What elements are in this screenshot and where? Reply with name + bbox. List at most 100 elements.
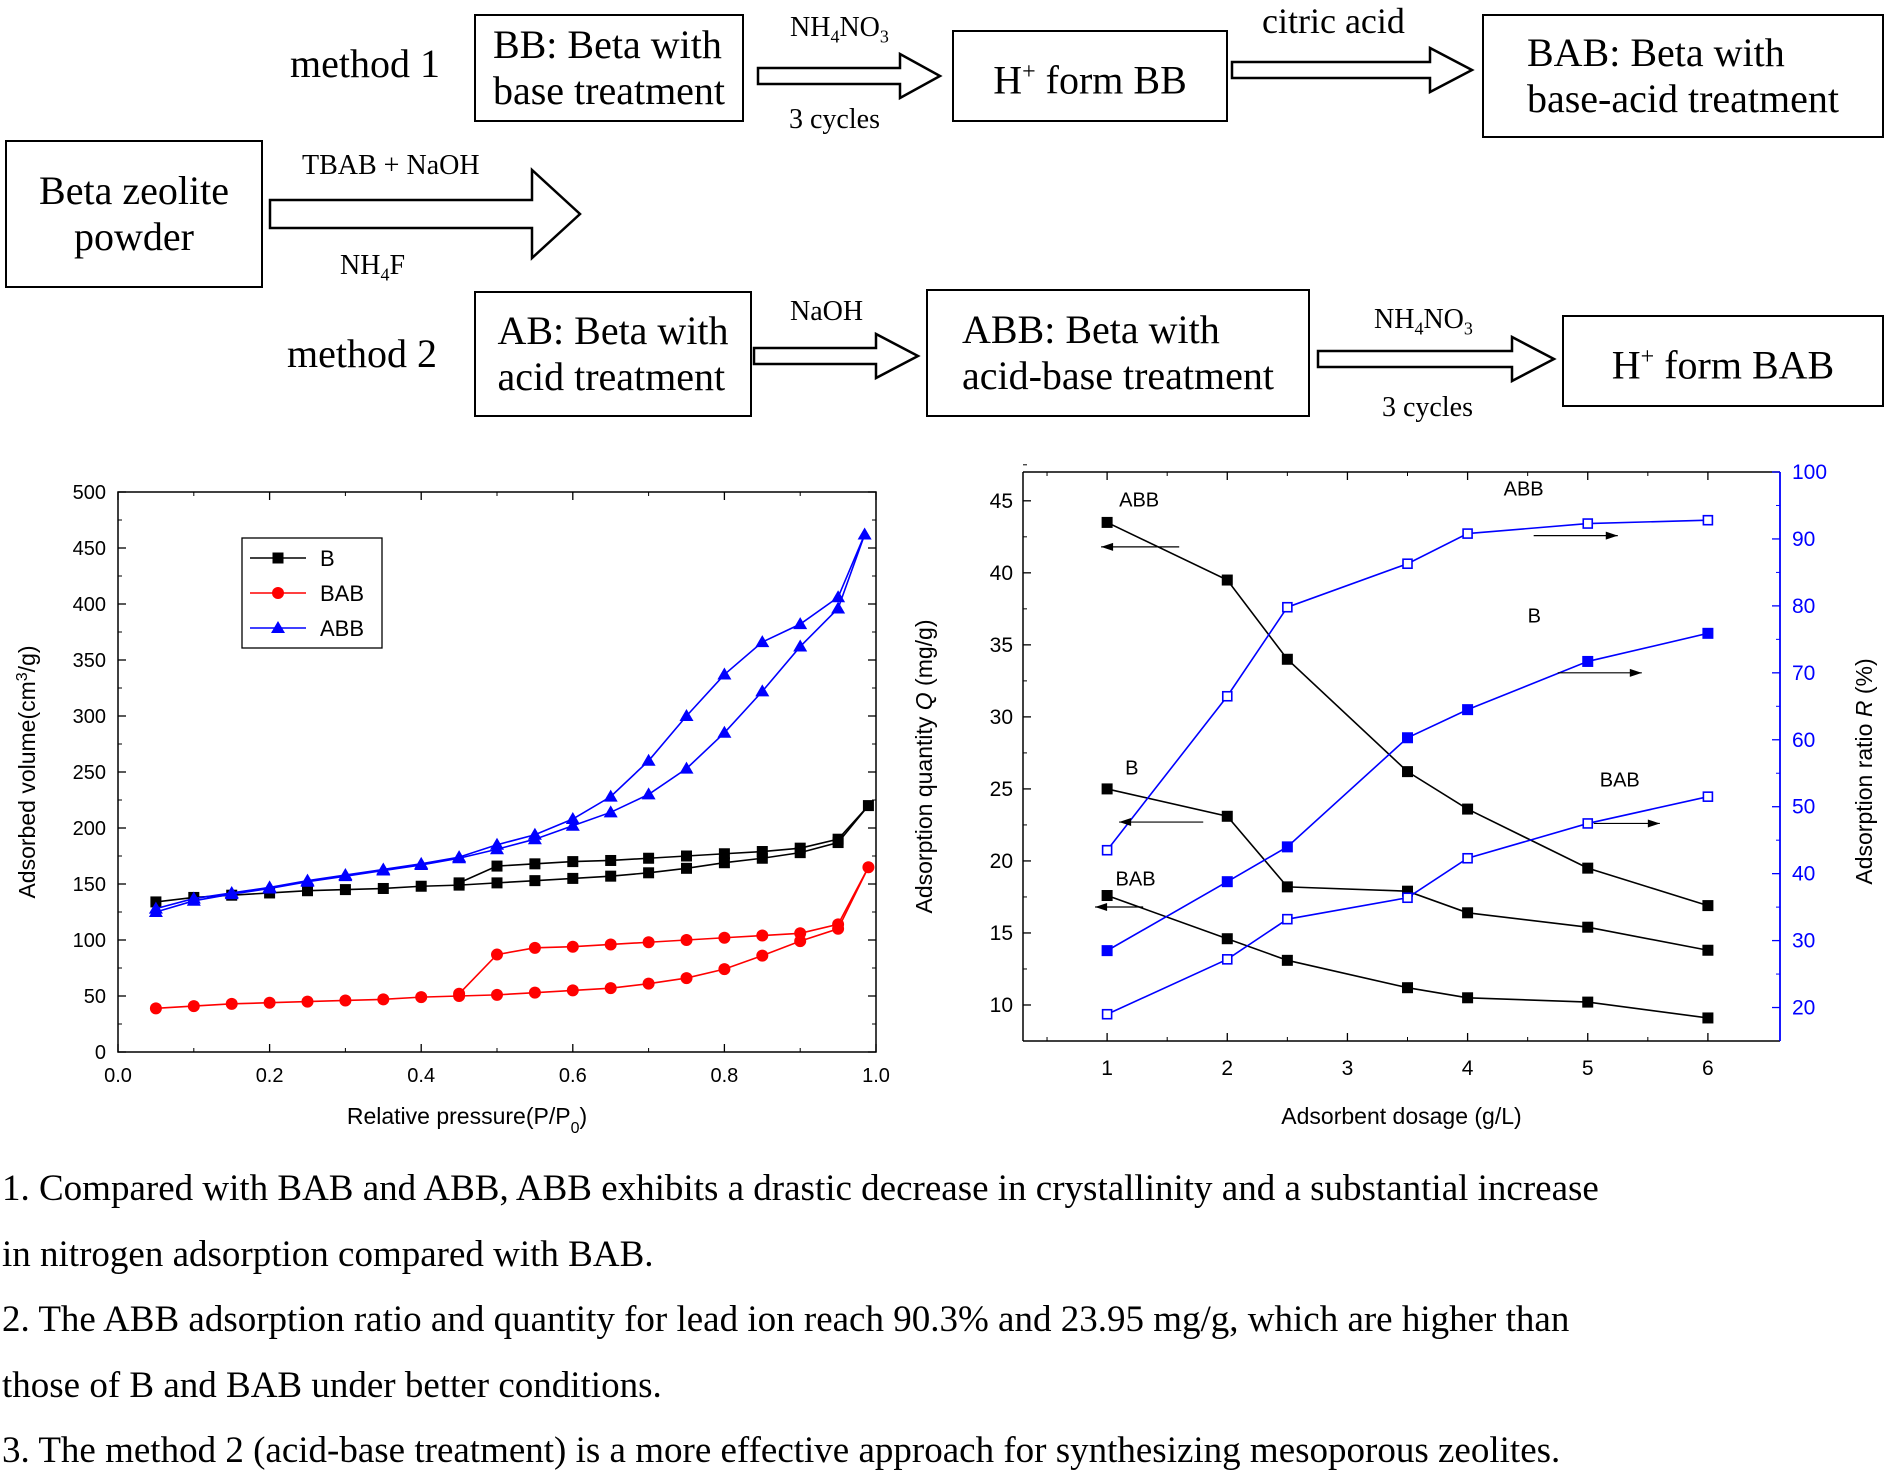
legend-label: ABB	[320, 616, 364, 641]
y-left-tick-label: 20	[990, 850, 1013, 873]
data-point	[679, 709, 694, 721]
legend-marker	[272, 552, 284, 564]
data-point	[339, 884, 351, 896]
y-tick-label: 250	[73, 762, 106, 784]
series-line	[1106, 788, 1709, 952]
data-point	[263, 996, 276, 1009]
legend: B BAB ABB	[241, 537, 383, 649]
series-bab-quantity	[1101, 890, 1714, 1024]
method2-arrow-a-top-label: NaOH	[790, 296, 864, 327]
y-tick-label: 150	[73, 874, 106, 896]
data-point	[1101, 844, 1113, 856]
note-line-1: 1. Compared with BAB and ABB, ABB exhibi…	[2, 1168, 1599, 1209]
data-point	[1702, 900, 1714, 912]
data-point	[565, 812, 580, 825]
series-line	[1106, 521, 1709, 907]
data-point	[794, 842, 806, 854]
data-point	[679, 761, 694, 774]
method2-arrow-b-bottom-label: 3 cycles	[1382, 392, 1473, 423]
y-left-tick-label: 45	[990, 490, 1013, 513]
main-arrow-top-label: TBAB + NaOH	[302, 150, 480, 181]
y-right-axis-label: Adsorption ratio R (%)	[1851, 658, 1877, 884]
data-point	[718, 857, 730, 869]
data-point	[862, 861, 875, 874]
data-point	[414, 856, 429, 869]
data-point	[1462, 704, 1474, 716]
data-point	[1402, 732, 1414, 744]
y-right-tick-label: 80	[1792, 595, 1815, 618]
x-tick-label: 0.4	[407, 1065, 435, 1087]
legend-marker	[271, 621, 285, 633]
data-point	[605, 870, 617, 882]
data-point	[1702, 1012, 1714, 1024]
annotations: ABB B BAB ABB B BAB	[1095, 478, 1660, 912]
data-point	[718, 963, 731, 976]
data-point	[793, 617, 808, 630]
x-tick-label: 4	[1462, 1057, 1474, 1080]
x-tick-label: 0.8	[710, 1065, 738, 1087]
data-point	[793, 639, 808, 652]
x-tick-label: 3	[1342, 1057, 1354, 1080]
data-point	[755, 684, 770, 697]
y-left-tick-label: 35	[990, 634, 1013, 657]
y-right-tick-label: 90	[1792, 528, 1815, 551]
data-point	[1582, 818, 1594, 829]
series-abb-quantity	[1101, 516, 1714, 912]
note-line-4: those of B and BAB under better conditio…	[2, 1365, 662, 1406]
data-point	[756, 929, 769, 942]
x-tick-label: 5	[1582, 1057, 1594, 1080]
data-point	[718, 848, 730, 860]
data-point	[415, 991, 428, 1004]
data-point	[528, 986, 541, 999]
data-point	[1402, 558, 1413, 570]
y-tick-label: 50	[84, 986, 106, 1008]
data-point	[642, 936, 655, 949]
y-tick-label: 100	[73, 930, 106, 952]
data-point	[641, 753, 656, 766]
data-point	[1402, 885, 1414, 897]
y-tick-label: 350	[73, 650, 106, 672]
data-point	[148, 901, 163, 914]
data-point	[567, 856, 579, 868]
data-point	[832, 833, 844, 845]
desorption-line	[458, 866, 870, 995]
data-point	[1402, 892, 1413, 904]
x-axis-label: Relative pressure(P/P0)	[347, 1103, 587, 1137]
data-point	[1282, 913, 1293, 925]
data-point	[1462, 528, 1473, 539]
data-point	[1582, 862, 1594, 874]
y-left-tick-label: 30	[990, 706, 1013, 729]
series-line	[1106, 519, 1708, 851]
axis-arrow-head	[1629, 668, 1642, 677]
data-point	[603, 805, 618, 818]
axis-arrow-head	[1095, 903, 1108, 912]
axis-arrow-head	[1119, 818, 1132, 827]
data-point	[717, 667, 732, 680]
data-point	[1582, 996, 1594, 1008]
series-abb-ratio	[1101, 514, 1714, 856]
data-point	[681, 862, 692, 874]
data-point	[491, 877, 503, 889]
data-point	[1281, 954, 1293, 966]
y-tick-label: 400	[73, 594, 106, 616]
y-left-axis-label: Adsorption quantity Q (mg/g)	[911, 619, 937, 913]
y-right-tick-label: 50	[1792, 796, 1815, 819]
x-tick-label: 0.2	[256, 1065, 284, 1087]
legend-label: BAB	[320, 581, 364, 606]
data-point	[300, 873, 315, 886]
data-point	[1462, 803, 1474, 815]
data-point	[1402, 982, 1414, 994]
data-point	[225, 997, 238, 1010]
data-point	[376, 862, 391, 875]
data-point	[1221, 574, 1233, 586]
data-point	[1702, 627, 1714, 639]
legend-marker	[272, 587, 284, 599]
data-point	[643, 852, 655, 864]
main-arrow-bottom-label: NH4F	[340, 250, 406, 285]
legend-label: B	[320, 546, 335, 571]
data-point	[187, 1000, 200, 1013]
data-point	[1221, 690, 1233, 702]
data-point	[794, 927, 807, 940]
data-point	[491, 860, 503, 872]
data-point	[717, 725, 732, 738]
